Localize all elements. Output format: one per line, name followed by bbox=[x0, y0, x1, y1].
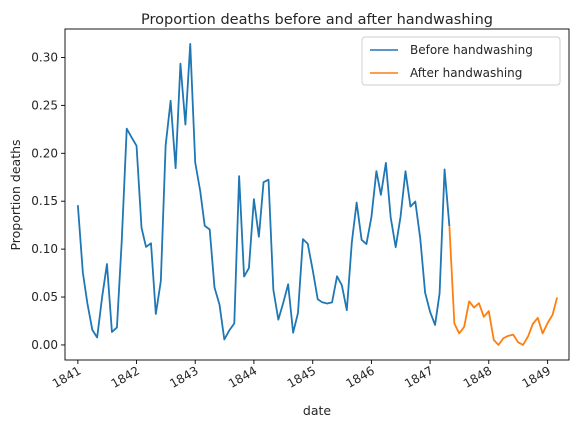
x-axis-ticks: 1841 1842 1843 1844 1845 1846 1847 1848 1849 bbox=[50, 360, 553, 391]
series-line-after bbox=[448, 226, 558, 346]
x-tick-label: 1842 bbox=[109, 363, 142, 390]
legend: Before handwashing After handwashing bbox=[361, 36, 561, 86]
chart-title: Proportion deaths before and after handw… bbox=[141, 12, 493, 28]
y-axis-label: Proportion deaths bbox=[8, 139, 23, 250]
y-tick-label: 0.05 bbox=[31, 290, 58, 304]
x-tick-label: 1845 bbox=[285, 363, 318, 390]
x-axis-label: date bbox=[303, 403, 331, 418]
y-tick-label: 0.25 bbox=[31, 98, 58, 112]
plot-frame bbox=[64, 28, 570, 361]
y-tick-label: 0.00 bbox=[31, 338, 58, 352]
x-tick-label: 1846 bbox=[343, 363, 376, 390]
y-tick-label: 0.10 bbox=[31, 242, 58, 256]
legend-label-before: Before handwashing bbox=[410, 43, 533, 57]
x-tick-label: 1847 bbox=[402, 363, 435, 390]
x-tick-label: 1848 bbox=[461, 363, 494, 390]
y-axis-ticks: 0.00 0.05 0.10 0.15 0.20 0.25 0.30 bbox=[31, 50, 65, 352]
y-tick-label: 0.15 bbox=[31, 194, 58, 208]
legend-frame bbox=[361, 36, 561, 86]
x-tick-label: 1841 bbox=[50, 363, 83, 390]
x-tick-label: 1844 bbox=[226, 363, 259, 390]
x-tick-label: 1849 bbox=[520, 363, 553, 390]
y-tick-label: 0.20 bbox=[31, 146, 58, 160]
chart-marks bbox=[76, 43, 558, 346]
y-tick-label: 0.30 bbox=[31, 50, 58, 64]
x-tick-label: 1843 bbox=[167, 363, 200, 390]
legend-label-after: After handwashing bbox=[410, 66, 522, 80]
series-line-before bbox=[76, 43, 451, 341]
